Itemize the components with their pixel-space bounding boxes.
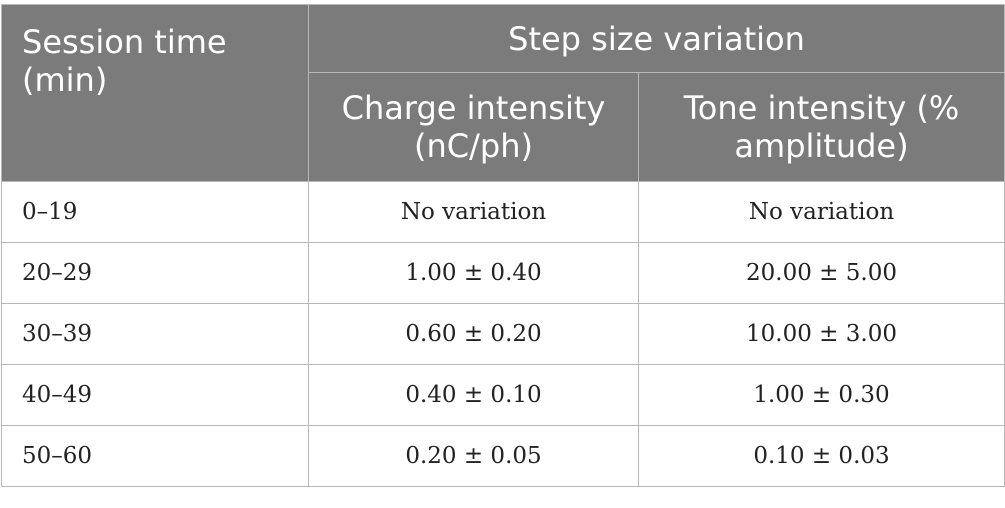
cell-session-time: 50–60 (1, 425, 309, 487)
cell-session-time: 20–29 (1, 242, 309, 304)
header-charge-line2: (nC/ph) (414, 127, 533, 165)
header-tone-line2: amplitude) (734, 127, 909, 165)
data-table: Session time (min) Step size variation C… (1, 4, 1005, 487)
table-row: 50–60 0.20 ± 0.05 0.10 ± 0.03 (1, 425, 1005, 487)
header-session-time: Session time (min) (1, 4, 309, 182)
table-row: 40–49 0.40 ± 0.10 1.00 ± 0.30 (1, 364, 1005, 426)
header-session-line1: Session time (22, 23, 227, 61)
cell-charge-intensity: 1.00 ± 0.40 (308, 242, 639, 304)
cell-charge-intensity: 0.40 ± 0.10 (308, 364, 639, 426)
cell-tone-intensity: 1.00 ± 0.30 (638, 364, 1005, 426)
cell-session-time: 0–19 (1, 181, 309, 243)
header-row-top: Session time (min) Step size variation (1, 4, 1005, 182)
table-row: 20–29 1.00 ± 0.40 20.00 ± 5.00 (1, 242, 1005, 304)
cell-tone-intensity: 20.00 ± 5.00 (638, 242, 1005, 304)
table-row: 30–39 0.60 ± 0.20 10.00 ± 3.00 (1, 303, 1005, 365)
header-tone-intensity: Tone intensity (% amplitude) (638, 72, 1005, 182)
table-body: 0–19 No variation No variation 20–29 1.0… (1, 181, 1005, 487)
header-tone-line1: Tone intensity (% (683, 89, 960, 127)
cell-charge-intensity: 0.20 ± 0.05 (308, 425, 639, 487)
cell-charge-intensity: No variation (308, 181, 639, 243)
header-row-sub: Charge intensity (nC/ph) Tone intensity … (2, 72, 1005, 182)
cell-charge-intensity: 0.60 ± 0.20 (308, 303, 639, 365)
header-charge-line1: Charge intensity (341, 89, 606, 127)
cell-session-time: 30–39 (1, 303, 309, 365)
cell-tone-intensity: No variation (638, 181, 1005, 243)
table-row: 0–19 No variation No variation (1, 181, 1005, 243)
table-header: Session time (min) Step size variation C… (1, 4, 1005, 182)
cell-tone-intensity: 0.10 ± 0.03 (638, 425, 1005, 487)
header-step-size-variation: Step size variation (308, 4, 1005, 73)
cell-session-time: 40–49 (1, 364, 309, 426)
cell-tone-intensity: 10.00 ± 3.00 (638, 303, 1005, 365)
header-session-line2: (min) (22, 61, 108, 99)
header-charge-intensity: Charge intensity (nC/ph) (308, 72, 639, 182)
